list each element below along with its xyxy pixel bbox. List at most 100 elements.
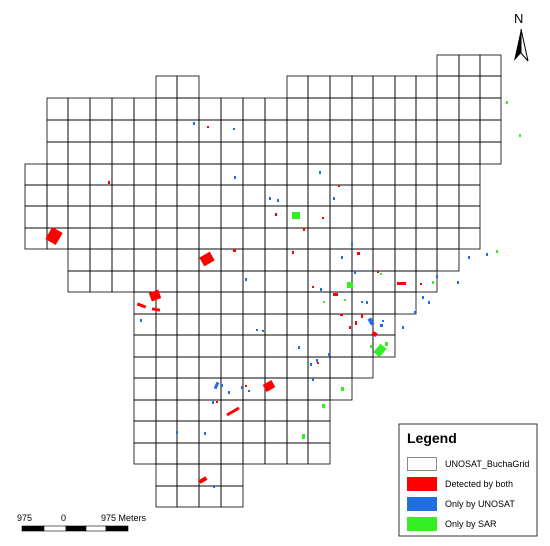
grid-cell [436,97,460,121]
unosat-feature [402,326,404,329]
grid-cell [242,399,266,422]
grid-cell [220,291,244,315]
legend-item-both: Detected by both [407,476,513,492]
grid-cell [198,270,222,293]
grid-cell [307,270,331,293]
grid-cell [220,377,244,401]
legend-swatch-unosat [407,497,437,511]
unosat-feature [262,330,264,332]
grid-cell [286,356,309,379]
grid-cell [264,248,288,272]
unosat-feature [233,128,235,130]
grid-cell [155,141,178,165]
grid-cell [111,163,135,186]
grid-cell [351,270,374,293]
grid-cell [155,205,178,229]
grid-cell [176,334,200,358]
legend-swatch-both [407,477,437,491]
grid-cell [67,227,91,250]
grid-cell [458,227,481,250]
grid-cell [394,163,417,186]
both-features [45,126,422,484]
both-feature [333,293,338,296]
grid-cell [372,75,396,99]
grid-cell [89,270,113,293]
grid-cell [198,485,222,508]
grid-cell [220,313,244,336]
grid-cell [242,141,266,165]
grid-cell [329,356,353,379]
scale-bar [21,525,129,532]
grid-cell [415,270,438,293]
legend-swatch-grid [407,457,437,471]
grid-cell [479,75,502,99]
grid-cell [155,248,178,272]
grid-cell [89,119,113,143]
grid-cell [133,141,157,165]
grid-cell [372,184,396,207]
grid-cell [286,75,309,99]
grid-cell [394,141,417,165]
unosat-feature [204,432,206,435]
grid-cell [242,377,266,401]
grid-cell [372,141,396,165]
sar-feature [432,281,434,284]
grid-cell [176,97,200,121]
both-feature [262,380,276,392]
unosat-feature [457,281,459,284]
unosat-feature [269,197,271,200]
grid-cell [242,313,266,336]
grid-cell [24,227,48,250]
grid-cell [242,334,266,358]
both-feature [108,181,110,184]
grid-cell [155,334,178,358]
grid-cell [46,97,69,121]
grid-cell [394,270,417,293]
unosat-feature [228,391,230,394]
unosat-feature [354,271,356,274]
grid-cell [286,141,309,165]
grid-cell [111,227,135,250]
grid-cell [176,356,200,379]
grid-cell [329,334,353,358]
both-feature [322,217,324,219]
grid-cell [264,291,288,315]
grid-cell [220,119,244,143]
grid-cell [436,184,460,207]
grid-cell [176,485,200,508]
sar-feature [322,404,325,408]
grid-cell [133,163,157,186]
unosat-feature [213,381,220,390]
grid-cell [242,270,266,293]
grid-cell [286,442,309,465]
unosat-grid [24,54,502,508]
grid-cell [436,141,460,165]
grid-cell [394,248,417,272]
grid-cell [89,97,113,121]
unosat-feature [234,176,236,179]
grid-cell [155,163,178,186]
grid-cell [264,205,288,229]
grid-cell [458,119,481,143]
both-feature [198,476,208,484]
grid-cell [242,420,266,444]
grid-cell [307,163,331,186]
unosat-feature [436,275,438,278]
grid-cell [264,313,288,336]
grid-cell [351,205,374,229]
unosat-feature [319,171,321,174]
grid-cell [307,227,331,250]
grid-cell [479,54,502,77]
grid-cell [351,163,374,186]
grid-cell [242,442,266,465]
grid-cell [286,313,309,336]
grid-cell [329,119,353,143]
grid-cell [155,356,178,379]
north-arrow-label: N [514,11,524,26]
grid-cell [133,356,157,379]
grid-cell [242,205,266,229]
grid-cell [176,75,200,99]
grid-cell [351,119,374,143]
grid-cell [220,248,244,272]
